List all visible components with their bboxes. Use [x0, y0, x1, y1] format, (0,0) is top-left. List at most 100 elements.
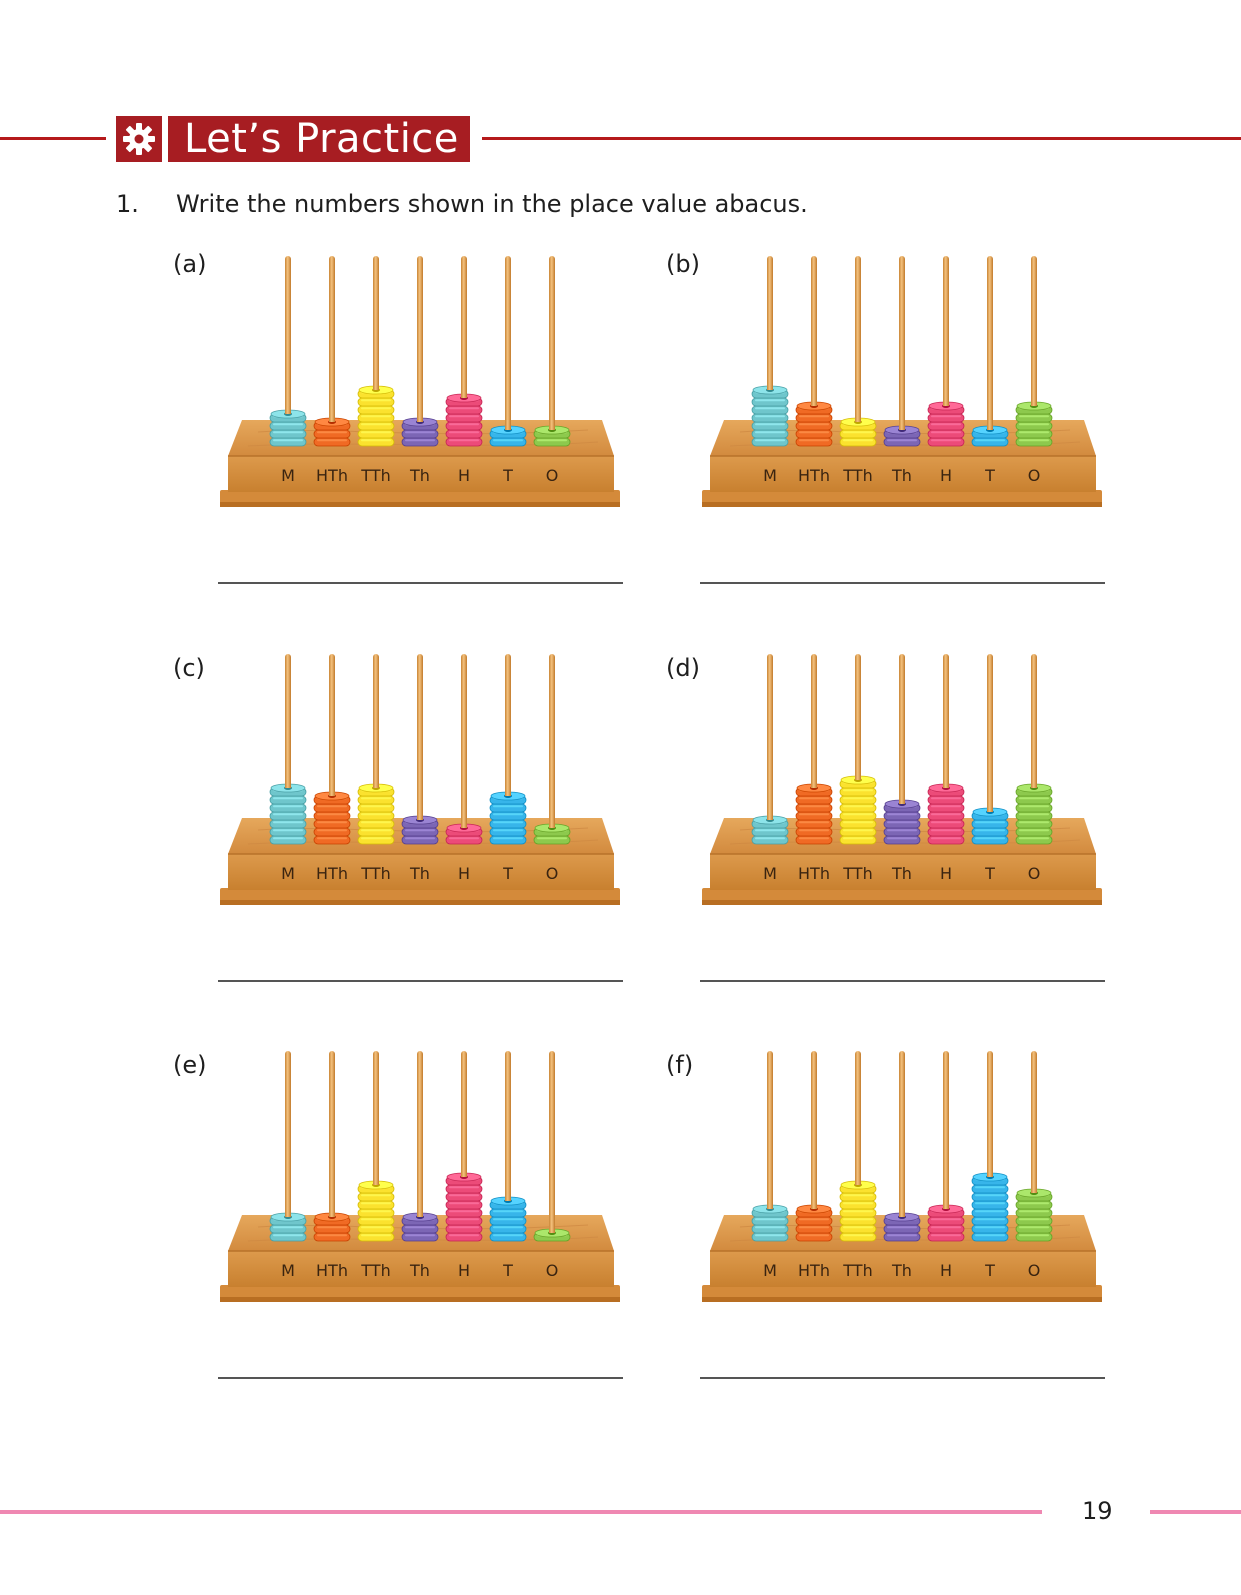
abacus-e-rod-t: [505, 1051, 511, 1241]
rod-through-hole: [549, 424, 555, 430]
bead-highlight: [843, 431, 873, 434]
abacus-f-rod-hth: [811, 1051, 817, 1241]
abacus-label-a: (a): [173, 250, 207, 278]
bead-highlight: [975, 1194, 1005, 1197]
bead-highlight: [317, 431, 347, 434]
rod-through-hole: [285, 782, 291, 788]
bead-highlight: [1019, 431, 1049, 434]
abacus-e-place-label-t: T: [502, 1261, 513, 1280]
bead-highlight: [755, 431, 785, 434]
bead-highlight: [799, 423, 829, 426]
section-title: Let’s Practice: [168, 116, 470, 162]
bead-highlight: [273, 1234, 303, 1237]
bead-highlight: [449, 1194, 479, 1197]
bead-highlight: [1019, 821, 1049, 824]
rod-through-hole: [899, 1211, 905, 1217]
abacus-d-place-label-tth: TTh: [842, 864, 872, 883]
rod-through-hole: [549, 1227, 555, 1233]
abacus-base-front: [710, 1251, 1096, 1287]
bead-highlight: [361, 813, 391, 816]
rod-through-hole: [461, 392, 467, 398]
rod-through-hole: [373, 1179, 379, 1185]
abacus-b-place-label-o: O: [1028, 466, 1041, 485]
abacus-e-bead-h: [445, 1208, 483, 1218]
abacus-f-bead-t: [971, 1208, 1009, 1218]
abacus-f-bead-o: [1015, 1208, 1053, 1218]
bead-highlight: [843, 821, 873, 824]
answer-line-f[interactable]: [700, 1377, 1105, 1379]
bead-highlight: [931, 423, 961, 426]
bead-highlight: [755, 1218, 785, 1221]
bead-highlight: [361, 805, 391, 808]
bead-highlight: [887, 829, 917, 832]
bead-highlight: [273, 431, 303, 434]
rod-through-hole: [767, 1203, 773, 1209]
abacus-f-bead-t: [971, 1200, 1009, 1210]
abacus-a-place-label-t: T: [502, 466, 513, 485]
abacus-e-bead-m: [269, 1224, 307, 1234]
abacus-b-place-label-h: H: [940, 466, 952, 485]
rod-through-hole: [505, 1195, 511, 1201]
footer-line-left: [0, 1510, 1042, 1514]
abacus-d: M HTh TTh Th H T O: [702, 654, 1102, 905]
abacus-label-f: (f): [666, 1051, 694, 1079]
rod-through-hole: [461, 822, 467, 828]
abacus-label-e: (e): [173, 1051, 207, 1079]
abacus-f-bead-o: [1015, 1224, 1053, 1234]
abacus-f-bead-m: [751, 1232, 789, 1242]
abacus-e-bead-tth: [357, 1208, 395, 1218]
bead-highlight: [975, 1210, 1005, 1213]
bead-highlight: [273, 813, 303, 816]
bead-highlight: [931, 1234, 961, 1237]
bead-highlight: [1019, 1210, 1049, 1213]
bead-highlight: [1019, 1226, 1049, 1229]
bead-highlight: [361, 837, 391, 840]
bead-highlight: [449, 1226, 479, 1229]
bead-highlight: [493, 837, 523, 840]
answer-line-a[interactable]: [218, 582, 623, 584]
abacus-f-bead-t: [971, 1224, 1009, 1234]
abacus-f-bead-tth: [839, 1232, 877, 1242]
bead-highlight: [799, 415, 829, 418]
abacus-e-bead-tth: [357, 1216, 395, 1226]
abacus-e-bead-t: [489, 1224, 527, 1234]
bead-highlight: [931, 837, 961, 840]
abacus-f-place-label-th: Th: [891, 1261, 912, 1280]
bead-highlight: [537, 837, 567, 840]
answer-line-c[interactable]: [218, 980, 623, 982]
bead-highlight: [799, 821, 829, 824]
abacus-label-b: (b): [666, 250, 700, 278]
rod-through-hole: [811, 782, 817, 788]
abacus-e-bead-tth: [357, 1232, 395, 1242]
bead-highlight: [361, 407, 391, 410]
bead-highlight: [755, 829, 785, 832]
abacus-d-rod-m: [767, 654, 773, 844]
abacus-label-d: (d): [666, 654, 700, 682]
bead-highlight: [931, 415, 961, 418]
abacus-f-bead-h: [927, 1216, 965, 1226]
rod-through-hole: [549, 822, 555, 828]
bead-highlight: [755, 407, 785, 410]
rod-through-hole: [767, 814, 773, 820]
abacus-a-rod-t: [505, 256, 511, 446]
bead-highlight: [887, 1226, 917, 1229]
abacus-e-place-label-o: O: [546, 1261, 559, 1280]
answer-line-e[interactable]: [218, 1377, 623, 1379]
bead-highlight: [405, 431, 435, 434]
abacus-base-shadow: [702, 900, 1102, 905]
answer-line-d[interactable]: [700, 980, 1105, 982]
abacus-e-place-label-tth: TTh: [360, 1261, 390, 1280]
bead-highlight: [493, 1226, 523, 1229]
bead-highlight: [931, 797, 961, 800]
abacus-d-place-label-hth: HTh: [798, 864, 830, 883]
abacus-f-place-label-hth: HTh: [798, 1261, 830, 1280]
answer-line-b[interactable]: [700, 582, 1105, 584]
rod-through-hole: [943, 782, 949, 788]
rod-through-hole: [373, 384, 379, 390]
bead-highlight: [449, 1202, 479, 1205]
abacus-f-bead-hth: [795, 1232, 833, 1242]
abacus-a-place-label-hth: HTh: [316, 466, 348, 485]
bead-highlight: [755, 439, 785, 442]
abacus-e-place-label-th: Th: [409, 1261, 430, 1280]
bead-highlight: [493, 829, 523, 832]
